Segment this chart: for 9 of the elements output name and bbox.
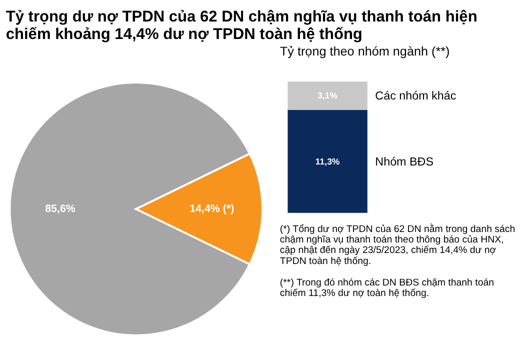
data-label: 14,4% (*) — [190, 202, 235, 215]
series-label: Các nhóm khác — [375, 90, 456, 103]
text: (*) Tổng dư nợ TPDN của 62 DN nằm trong danh sách chậm nghĩa vụ thanh toán theo thông báo của HNX, cập nhật đến ngày 23/5/2023, chiếm 14,4% dư nợ TPDN toàn hệ thống. — [280, 222, 516, 267]
series-label: Nhóm BĐS — [375, 155, 434, 168]
data-label: 11,3% — [315, 156, 340, 166]
chart-title: Tỷ trọng theo nhóm ngành (**) — [280, 44, 450, 58]
data-label: 85,6% — [45, 202, 76, 215]
text: (**) Trong đó nhóm các DN BĐS chậm thanh toán chiếm 11,3% dư nợ toàn hệ thống. — [280, 277, 494, 299]
chart-title: Tỷ trọng dư nợ TPDN của 62 DN chậm nghĩa vụ thanh toán hiện chiếm khoảng 14,4% dư nợ TPDN toàn hệ thống — [6, 8, 478, 43]
